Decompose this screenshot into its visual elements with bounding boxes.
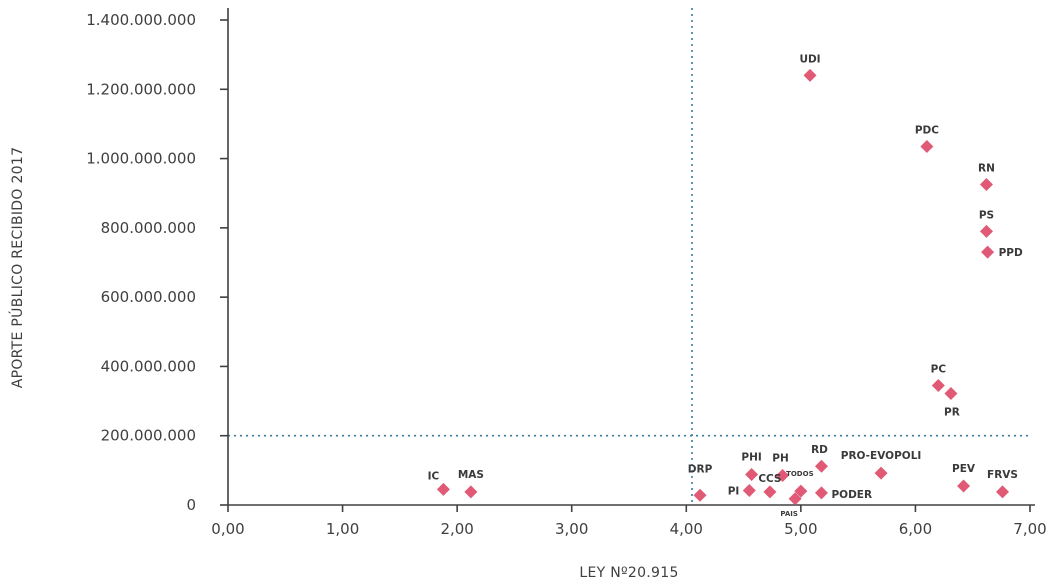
label-phi: PHI bbox=[741, 452, 761, 464]
x-tick-label: 6,00 bbox=[899, 520, 932, 538]
y-tick-label: 1.400.000.000 bbox=[86, 11, 196, 29]
label-rn: RN bbox=[978, 163, 995, 175]
axes bbox=[227, 8, 1035, 506]
y-tick-label: 600.000.000 bbox=[101, 288, 196, 306]
label-pais: PAIS bbox=[780, 510, 798, 518]
label-mas: MAS bbox=[458, 469, 484, 481]
y-tick-label: 400.000.000 bbox=[101, 357, 196, 375]
label-ic: IC bbox=[428, 470, 440, 482]
point-pc bbox=[931, 378, 945, 392]
x-tick-label: 2,00 bbox=[440, 520, 473, 538]
label-pro-evopoli: PRO-EVOPOLI bbox=[841, 450, 922, 462]
label-ps: PS bbox=[979, 209, 994, 221]
label-pev: PEV bbox=[952, 463, 976, 475]
point-drp bbox=[693, 488, 707, 502]
label-ccs: CCS bbox=[758, 473, 781, 485]
reference-lines bbox=[228, 8, 1030, 505]
x-tick-label: 4,00 bbox=[670, 520, 703, 538]
y-tick-label: 200.000.000 bbox=[101, 427, 196, 445]
label-pdc: PDC bbox=[915, 124, 939, 136]
point-pdc bbox=[920, 139, 934, 153]
y-axis-title: APORTE PÚBLICO RECIBIDO 2017 bbox=[8, 147, 26, 389]
point-pi bbox=[742, 483, 756, 497]
label-pr: PR bbox=[944, 406, 960, 418]
point-pais bbox=[788, 492, 802, 506]
label-ppd: PPD bbox=[999, 247, 1023, 259]
point-pro-evopoli bbox=[874, 466, 888, 480]
point-labels: UDI PDC RN PS PPD PC PR IC MAS DRP PHI PH RD PRO-EVOP… bbox=[428, 53, 1023, 517]
point-ps bbox=[979, 224, 993, 238]
point-ph bbox=[776, 469, 790, 483]
point-phi bbox=[745, 468, 759, 482]
y-tick-label: 0 bbox=[186, 496, 196, 514]
x-axis-title: LEY Nº20.915 bbox=[579, 565, 678, 581]
point-todos bbox=[794, 484, 808, 498]
label-poder: PODER bbox=[831, 489, 872, 501]
point-mas bbox=[464, 485, 478, 499]
x-axis-ticks: 0,00 1,00 2,00 3,00 4,00 5,00 6,00 7,00 bbox=[211, 505, 1047, 538]
point-ccs bbox=[763, 485, 777, 499]
y-tick-label: 1.200.000.000 bbox=[86, 80, 196, 98]
x-tick-label: 3,00 bbox=[555, 520, 588, 538]
x-tick-label: 0,00 bbox=[211, 520, 244, 538]
y-tick-label: 1.000.000.000 bbox=[86, 150, 196, 168]
label-frvs: FRVS bbox=[987, 469, 1018, 481]
x-tick-label: 1,00 bbox=[326, 520, 359, 538]
point-frvs bbox=[996, 485, 1010, 499]
label-pc: PC bbox=[931, 363, 947, 375]
label-pi: PI bbox=[728, 485, 740, 497]
point-rd bbox=[814, 459, 828, 473]
label-drp: DRP bbox=[688, 463, 713, 475]
x-tick-label: 7,00 bbox=[1013, 520, 1046, 538]
point-ic bbox=[436, 482, 450, 496]
label-udi: UDI bbox=[799, 53, 820, 65]
point-pev bbox=[957, 479, 971, 493]
point-ppd bbox=[981, 245, 995, 259]
point-udi bbox=[803, 68, 817, 82]
y-tick-label: 800.000.000 bbox=[101, 219, 196, 237]
point-pr bbox=[944, 386, 958, 400]
y-axis-ticks: 0 200.000.000 400.000.000 600.000.000 800.00… bbox=[86, 11, 228, 514]
label-rd: RD bbox=[811, 444, 828, 456]
label-todos: TODOS bbox=[786, 470, 814, 478]
point-poder bbox=[814, 486, 828, 500]
x-tick-label: 5,00 bbox=[784, 520, 817, 538]
data-points bbox=[436, 68, 1010, 506]
point-rn bbox=[979, 178, 993, 192]
label-ph: PH bbox=[772, 453, 788, 465]
